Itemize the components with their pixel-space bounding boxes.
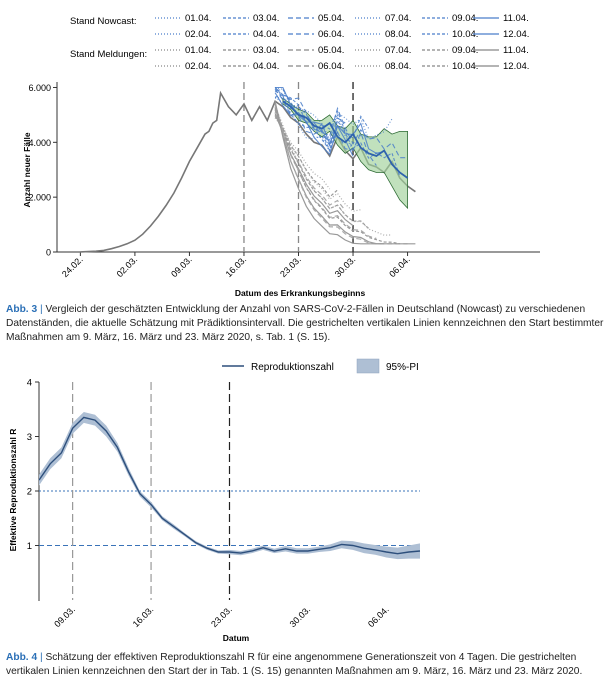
x-axis-label: Datum des Erkrankungsbeginns [235,288,366,298]
axis-ticks: 0 2.000 4.000 6.000 24.02. 02.03. 09.03. 16.03.… [28,83,412,279]
meldungen-series-line [274,101,416,245]
legend-date-label: 07.04. [385,45,411,56]
legend-date-label: 01.04. [185,45,211,56]
legend-date-label: 02.04. [185,29,211,40]
legend-date-label: 01.04. [185,13,211,24]
legend-date-label: 07.04. [385,13,411,24]
legend-date-label: 02.04. [185,61,211,72]
figure1-caption: Abb. 3 | Vergleich der geschätzten Entwi… [6,303,608,345]
caption-text: Schätzung der effektiven Reproduktionsza… [6,652,583,677]
figure2-caption: Abb. 4 | Schätzung der effektiven Reprod… [6,651,608,679]
figure1-legend: Stand Nowcast: Stand Meldungen: 01.04. 03… [70,13,529,72]
nowcast-series-group [274,86,409,179]
legend-date-label: 12.04. [503,61,529,72]
reference-lines [39,382,420,600]
legend-date-label: 03.04. [253,13,279,24]
legend-date-label: 10.04. [452,61,478,72]
figure1-chart: 0 2.000 4.000 6.000 24.02. 02.03. 09.03. 16.03.… [22,82,540,298]
figure2-legend: Reproduktionszahl 95%-PI [222,358,419,374]
x-tick-label: 23.03. [278,254,303,279]
nowcast-series-line [275,96,331,153]
nowcast-current-line [282,100,409,179]
nowcast-series-line [274,87,401,177]
y-axis-label: Anzahl neuer Fälle [22,132,32,207]
r-line-group [38,416,421,555]
meldungen-series-line [274,105,393,236]
legend-nowcast-title: Stand Nowcast: [70,16,137,27]
meldungen-series-group [72,90,416,253]
x-tick-label: 16.03. [224,254,249,279]
y-tick-label: 0 [46,248,51,258]
x-tick-label: 16.03. [131,604,156,629]
x-tick-label: 24.02. [60,254,85,279]
series-line [72,90,416,253]
legend-meldungen-title: Stand Meldungen: [70,49,147,60]
x-tick-label: 06.04. [387,254,412,279]
legend-date-label: 12.04. [503,29,529,40]
meldungen-series-line [274,104,400,245]
legend-date-label: 03.04. [253,45,279,56]
y-axis-label: Effektive Reproduktionszahl R [8,429,18,552]
legend-date-label: 10.04. [452,29,478,40]
x-tick-label: 23.03. [209,604,234,629]
x-tick-label: 30.03. [333,254,358,279]
x-axis-label: Datum [223,633,250,643]
y-tick-label: 4.000 [28,138,51,148]
x-tick-label: 02.03. [115,254,140,279]
legend-date-label: 05.04. [318,45,344,56]
meldungen-series-line [274,117,331,190]
y-tick-label: 1 [27,541,32,552]
legend-date-label: 11.04. [503,13,529,24]
y-tick-label: 2.000 [28,193,51,203]
nowcast-series-line [274,88,377,166]
y-tick-label: 6.000 [28,83,51,93]
x-tick-label: 06.04. [366,604,391,629]
nowcast-series-line [274,87,408,159]
y-tick-label: 4 [27,378,32,389]
pi-band [39,411,420,560]
legend-date-label: 04.04. [253,61,279,72]
meldungen-series-line [274,111,361,212]
y-tick-label: 3 [27,432,32,443]
y-tick-label: 2 [27,487,32,498]
legend-line-label: Reproduktionszahl [251,362,334,373]
legend-date-label: 08.04. [385,29,411,40]
legend-date-label: 05.04. [318,13,344,24]
figure2-chart: 1 2 3 4 09.03. 16.03. 23.03. 30.03. 06.04. Effek… [8,378,421,643]
caption-label: Abb. 3 [6,304,38,315]
nowcast-series-line [274,96,362,152]
meldungen-series-line [274,109,370,229]
caption-separator: | [39,652,43,663]
legend-band-label: 95%-PI [386,362,419,373]
legend-date-label: 08.04. [385,61,411,72]
caption-label: Abb. 4 [6,652,38,663]
pi-band-group [39,411,420,560]
legend-band-swatch [356,358,380,374]
nowcast-series-line [274,86,393,142]
legend-date-label: 06.04. [318,29,344,40]
nowcast-series-line [274,88,346,148]
caption-separator: | [39,304,43,315]
caption-text: Vergleich der geschätzten Entwicklung de… [6,304,604,343]
x-tick-label: 09.03. [169,254,194,279]
legend-date-label: 04.04. [253,29,279,40]
legend-date-label: 09.04. [452,45,478,56]
legend-date-label: 09.04. [452,13,478,24]
x-tick-label: 30.03. [288,604,313,629]
r-line [38,416,421,555]
legend-date-label: 11.04. [503,45,529,56]
x-tick-label: 09.03. [52,604,77,629]
nowcast-series-line [274,93,370,140]
legend-date-label: 06.04. [318,61,344,72]
